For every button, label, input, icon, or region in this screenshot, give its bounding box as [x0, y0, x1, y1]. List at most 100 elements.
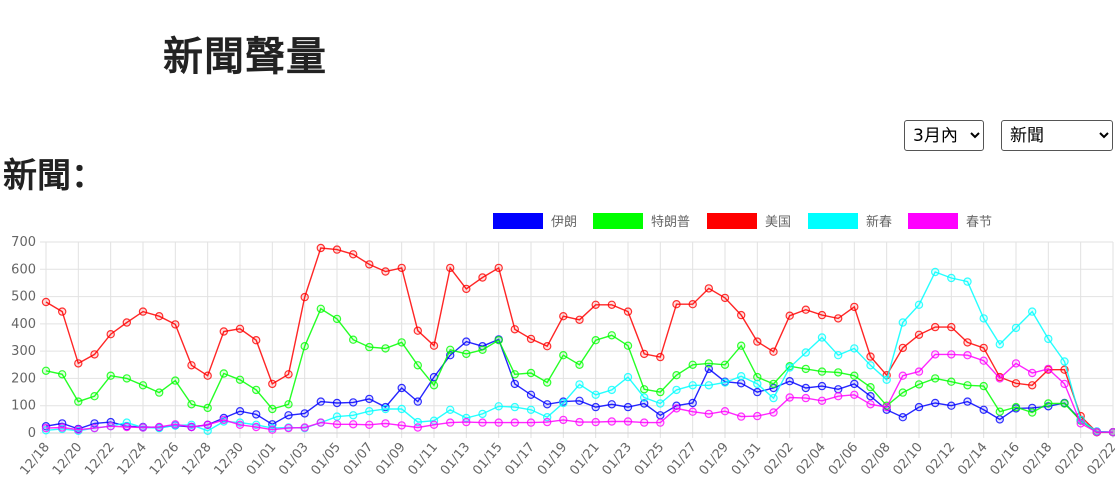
data-point[interactable]	[300, 292, 309, 302]
data-point[interactable]	[817, 310, 827, 320]
data-point[interactable]	[510, 418, 519, 427]
data-point[interactable]	[494, 263, 503, 273]
data-point[interactable]	[737, 412, 746, 421]
data-point[interactable]	[397, 404, 406, 414]
data-point[interactable]	[607, 385, 617, 395]
data-point[interactable]	[171, 376, 180, 385]
data-point[interactable]	[462, 417, 471, 427]
data-point[interactable]	[106, 421, 115, 431]
data-point[interactable]	[591, 390, 600, 399]
data-point[interactable]	[995, 374, 1005, 383]
time-range-select[interactable]: 3月內	[904, 120, 984, 151]
data-point[interactable]	[1027, 408, 1037, 417]
data-point[interactable]	[300, 409, 309, 418]
data-point[interactable]	[381, 344, 390, 353]
data-point[interactable]	[349, 250, 358, 259]
data-point[interactable]	[963, 397, 972, 406]
data-point[interactable]	[478, 409, 487, 419]
data-point[interactable]	[413, 423, 422, 432]
data-point[interactable]	[850, 390, 859, 399]
data-point[interactable]	[769, 393, 778, 403]
data-point[interactable]	[1011, 379, 1021, 388]
data-point[interactable]	[235, 375, 245, 384]
data-point[interactable]	[494, 335, 503, 345]
data-point[interactable]	[349, 335, 358, 344]
data-point[interactable]	[446, 418, 455, 427]
data-point[interactable]	[316, 418, 325, 427]
data-point[interactable]	[882, 375, 891, 384]
data-point[interactable]	[268, 425, 277, 434]
data-point[interactable]	[219, 415, 228, 425]
data-point[interactable]	[1092, 427, 1102, 437]
data-point[interactable]	[526, 405, 536, 414]
data-point[interactable]	[122, 422, 132, 432]
data-point[interactable]	[931, 374, 940, 383]
data-point[interactable]	[898, 318, 908, 327]
data-point[interactable]	[381, 267, 390, 276]
data-point[interactable]	[349, 411, 358, 420]
data-point[interactable]	[575, 315, 584, 325]
data-point[interactable]	[171, 320, 180, 329]
data-point[interactable]	[138, 423, 148, 432]
data-point[interactable]	[332, 314, 342, 324]
data-point[interactable]	[704, 381, 714, 390]
data-point[interactable]	[591, 300, 600, 310]
data-point[interactable]	[995, 415, 1005, 424]
data-point[interactable]	[1011, 323, 1021, 333]
data-point[interactable]	[931, 398, 940, 408]
data-point[interactable]	[688, 398, 697, 408]
data-point[interactable]	[41, 297, 51, 307]
data-point[interactable]	[850, 344, 859, 353]
data-point[interactable]	[446, 345, 455, 354]
data-point[interactable]	[801, 348, 811, 357]
data-point[interactable]	[947, 401, 956, 410]
data-point[interactable]	[623, 402, 633, 412]
data-point[interactable]	[187, 422, 196, 432]
data-point[interactable]	[349, 420, 358, 429]
data-point[interactable]	[931, 350, 940, 359]
data-point[interactable]	[510, 402, 519, 412]
data-point[interactable]	[1060, 357, 1069, 366]
data-point[interactable]	[575, 380, 584, 389]
data-point[interactable]	[446, 263, 455, 273]
data-point[interactable]	[834, 391, 843, 401]
data-point[interactable]	[252, 385, 261, 395]
data-point[interactable]	[138, 381, 148, 390]
data-point[interactable]	[284, 370, 293, 379]
legend-item-1[interactable]: 特朗普	[593, 213, 690, 230]
data-point[interactable]	[526, 390, 536, 399]
data-point[interactable]	[510, 325, 519, 334]
data-point[interactable]	[623, 417, 633, 426]
legend-item-2[interactable]: 美国	[707, 213, 791, 230]
data-point[interactable]	[737, 341, 746, 350]
data-point[interactable]	[947, 350, 956, 359]
data-point[interactable]	[817, 381, 827, 391]
data-point[interactable]	[446, 405, 455, 414]
data-point[interactable]	[801, 393, 811, 403]
data-point[interactable]	[834, 368, 843, 377]
data-point[interactable]	[801, 305, 811, 314]
data-point[interactable]	[1044, 364, 1053, 374]
data-point[interactable]	[122, 374, 132, 383]
data-point[interactable]	[429, 420, 439, 429]
data-point[interactable]	[640, 399, 649, 408]
data-point[interactable]	[203, 420, 212, 429]
data-point[interactable]	[688, 407, 697, 416]
data-point[interactable]	[559, 350, 568, 360]
data-point[interactable]	[365, 260, 374, 269]
data-point[interactable]	[122, 318, 132, 327]
data-point[interactable]	[785, 363, 794, 372]
data-point[interactable]	[41, 366, 51, 375]
data-point[interactable]	[510, 370, 519, 379]
data-point[interactable]	[753, 379, 762, 389]
data-point[interactable]	[817, 396, 827, 405]
data-point[interactable]	[429, 341, 439, 350]
data-point[interactable]	[834, 350, 843, 360]
data-point[interactable]	[979, 381, 988, 391]
data-point[interactable]	[252, 335, 261, 345]
data-point[interactable]	[866, 361, 875, 370]
data-point[interactable]	[58, 307, 67, 316]
data-point[interactable]	[252, 410, 261, 419]
data-point[interactable]	[931, 322, 940, 332]
data-point[interactable]	[575, 360, 584, 369]
